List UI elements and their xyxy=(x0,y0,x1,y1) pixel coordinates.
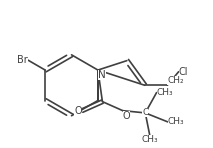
Text: N: N xyxy=(98,70,106,80)
Text: CH₃: CH₃ xyxy=(157,88,173,97)
Text: O: O xyxy=(75,106,82,116)
Text: CH₃: CH₃ xyxy=(141,135,158,144)
Text: C: C xyxy=(142,108,148,117)
Text: Cl: Cl xyxy=(178,67,188,77)
Text: CH₂: CH₂ xyxy=(167,76,184,85)
Text: O: O xyxy=(123,111,130,121)
Text: CH₃: CH₃ xyxy=(168,117,184,126)
Text: Br: Br xyxy=(17,55,28,65)
